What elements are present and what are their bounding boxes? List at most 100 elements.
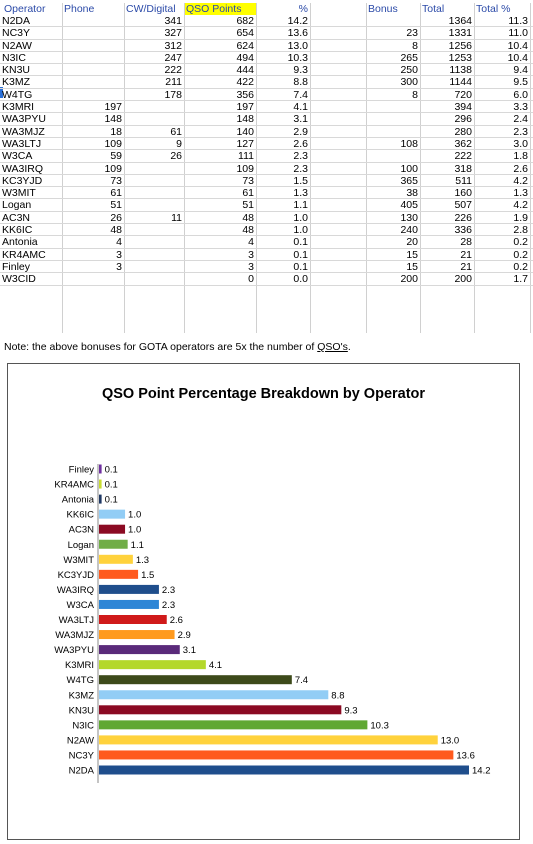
cell-bonus[interactable]: 108 xyxy=(400,137,418,150)
cell-cw-digital[interactable]: 9 xyxy=(176,137,182,150)
bar-k3mri[interactable] xyxy=(99,660,206,670)
cell-bonus[interactable]: 365 xyxy=(400,174,418,187)
cell-total[interactable]: 21 xyxy=(460,260,472,273)
cell-phone[interactable] xyxy=(62,27,122,39)
cell-phone[interactable]: 51 xyxy=(110,199,122,212)
cell-qso-points[interactable]: 444 xyxy=(236,64,254,77)
table-row[interactable]: KK6IC 48 48 1.0 240 336 2.8 xyxy=(0,224,533,237)
cell-operator[interactable]: KC3YJD xyxy=(2,174,43,187)
cell-percent[interactable]: 2.9 xyxy=(293,125,308,138)
cell-phone[interactable]: 48 xyxy=(110,224,122,237)
cell-total-percent[interactable]: 4.2 xyxy=(513,174,528,187)
cell-operator[interactable]: Finley xyxy=(2,260,31,273)
cell-cw-digital[interactable]: 222 xyxy=(164,64,182,77)
cell-phone[interactable] xyxy=(62,52,122,64)
cell-cw-digital[interactable] xyxy=(124,175,182,187)
cell-cw-digital[interactable]: 341 xyxy=(164,15,182,27)
cell-qso-points[interactable]: 4 xyxy=(248,236,254,249)
cell-operator[interactable]: W3CID xyxy=(2,273,36,286)
cell-cw-digital[interactable]: 26 xyxy=(170,150,182,163)
cell-phone[interactable]: 18 xyxy=(110,125,122,138)
bar-nc3y[interactable] xyxy=(99,750,454,760)
cell-percent[interactable]: 1.5 xyxy=(293,174,308,187)
bar-logan[interactable] xyxy=(99,539,128,549)
cell-qso-points[interactable]: 3 xyxy=(248,248,254,261)
cell-qso-points[interactable]: 422 xyxy=(236,76,254,89)
cell-percent[interactable]: 0.0 xyxy=(293,273,308,286)
table-row[interactable]: WA3IRQ 109 109 2.3 100 318 2.6 xyxy=(0,163,533,175)
cell-phone[interactable] xyxy=(62,40,122,52)
cell-percent[interactable]: 9.3 xyxy=(293,64,308,77)
cell-phone[interactable]: 3 xyxy=(116,260,122,273)
cell-total[interactable]: 226 xyxy=(454,211,472,224)
header-bonus[interactable]: Bonus xyxy=(368,3,398,15)
table-row[interactable]: KN3U 222 444 9.3 250 1138 9.4 xyxy=(0,64,533,77)
table-row[interactable]: Logan 51 51 1.1 405 507 4.2 xyxy=(0,199,533,212)
cell-total[interactable]: 222 xyxy=(454,150,472,163)
cell-bonus[interactable]: 100 xyxy=(400,162,418,175)
table-row[interactable]: N2DA 341 682 14.2 1364 11.3 xyxy=(0,15,533,28)
cell-operator[interactable]: K3MRI xyxy=(2,101,35,114)
cell-percent[interactable]: 0.1 xyxy=(293,236,308,249)
cell-total[interactable]: 394 xyxy=(454,101,472,114)
cell-operator[interactable]: NC3Y xyxy=(2,27,31,40)
cell-cw-digital[interactable] xyxy=(124,236,182,248)
table-row[interactable]: Finley 3 3 0.1 15 21 0.2 xyxy=(0,260,533,274)
cell-total[interactable]: 318 xyxy=(454,162,472,175)
cell-percent[interactable]: 1.0 xyxy=(293,224,308,237)
cell-total-percent[interactable]: 2.8 xyxy=(513,224,528,237)
cell-bonus[interactable]: 300 xyxy=(400,76,418,89)
bar-n3ic[interactable] xyxy=(99,720,368,730)
cell-total-percent[interactable]: 1.3 xyxy=(513,187,528,200)
cell-total-percent[interactable]: 11.3 xyxy=(508,15,528,27)
bar-k3mz[interactable] xyxy=(99,690,329,700)
cell-operator[interactable]: WA3PYU xyxy=(2,113,46,126)
cell-operator[interactable]: W3MIT xyxy=(2,187,36,200)
cell-bonus[interactable]: 20 xyxy=(406,236,418,249)
cell-total[interactable]: 1331 xyxy=(448,27,472,40)
cell-phone[interactable]: 4 xyxy=(116,236,122,249)
cell-qso-points[interactable]: 494 xyxy=(236,51,254,64)
cell-total[interactable]: 1256 xyxy=(448,39,472,52)
cell-operator[interactable]: WA3IRQ xyxy=(2,162,44,175)
cell-qso-points[interactable]: 140 xyxy=(236,125,254,138)
cell-qso-points[interactable]: 51 xyxy=(242,199,254,212)
bar-w3mit[interactable] xyxy=(99,554,133,564)
cell-qso-points[interactable]: 356 xyxy=(236,88,254,101)
cell-qso-points[interactable]: 48 xyxy=(242,211,254,224)
table-row[interactable]: W3MIT 61 61 1.3 38 160 1.3 xyxy=(0,187,533,200)
cell-phone[interactable] xyxy=(62,89,122,101)
cell-total[interactable]: 21 xyxy=(460,248,472,261)
bar-ac3n[interactable] xyxy=(99,524,126,534)
cell-percent[interactable]: 0.1 xyxy=(293,248,308,261)
header-total[interactable]: Total xyxy=(422,3,445,15)
cell-total[interactable]: 720 xyxy=(454,88,472,101)
cell-qso-points[interactable]: 61 xyxy=(242,187,254,200)
cell-phone[interactable]: 3 xyxy=(116,248,122,261)
cell-operator[interactable]: W4TG xyxy=(2,88,33,101)
cell-phone[interactable]: 59 xyxy=(110,150,122,163)
cell-bonus[interactable]: 250 xyxy=(400,64,418,77)
cell-percent[interactable]: 4.1 xyxy=(293,101,308,114)
table-row[interactable]: W3CID 0 0.0 200 200 1.7 xyxy=(0,273,533,286)
cell-total[interactable]: 1144 xyxy=(449,76,472,89)
cell-bonus[interactable]: 15 xyxy=(406,260,418,273)
header-total-percent[interactable]: Total % xyxy=(476,3,511,15)
cell-total-percent[interactable]: 9.4 xyxy=(513,64,528,77)
cell-percent[interactable]: 1.0 xyxy=(293,211,308,224)
cell-qso-points[interactable]: 197 xyxy=(236,101,254,114)
cell-total-percent[interactable]: 4.2 xyxy=(513,199,528,212)
table-row[interactable]: AC3N 26 11 48 1.0 130 226 1.9 xyxy=(0,211,533,225)
cell-phone[interactable]: 109 xyxy=(104,162,122,175)
bar-w3ca[interactable] xyxy=(99,599,159,609)
cell-operator[interactable]: WA3LTJ xyxy=(2,137,42,150)
cell-qso-points[interactable]: 109 xyxy=(236,162,254,175)
table-row[interactable]: W3CA 59 26 111 2.3 222 1.8 xyxy=(0,150,533,163)
cell-cw-digital[interactable] xyxy=(124,163,182,175)
table-row[interactable]: KR4AMC 3 3 0.1 15 21 0.2 xyxy=(0,249,533,261)
bar-wa3pyu[interactable] xyxy=(99,645,180,655)
cell-total-percent[interactable]: 0.2 xyxy=(513,236,528,249)
table-row[interactable]: K3MZ 211 422 8.8 300 1144 9.5 xyxy=(0,76,533,89)
cell-total[interactable]: 336 xyxy=(454,224,472,237)
cell-percent[interactable]: 2.6 xyxy=(293,137,308,150)
